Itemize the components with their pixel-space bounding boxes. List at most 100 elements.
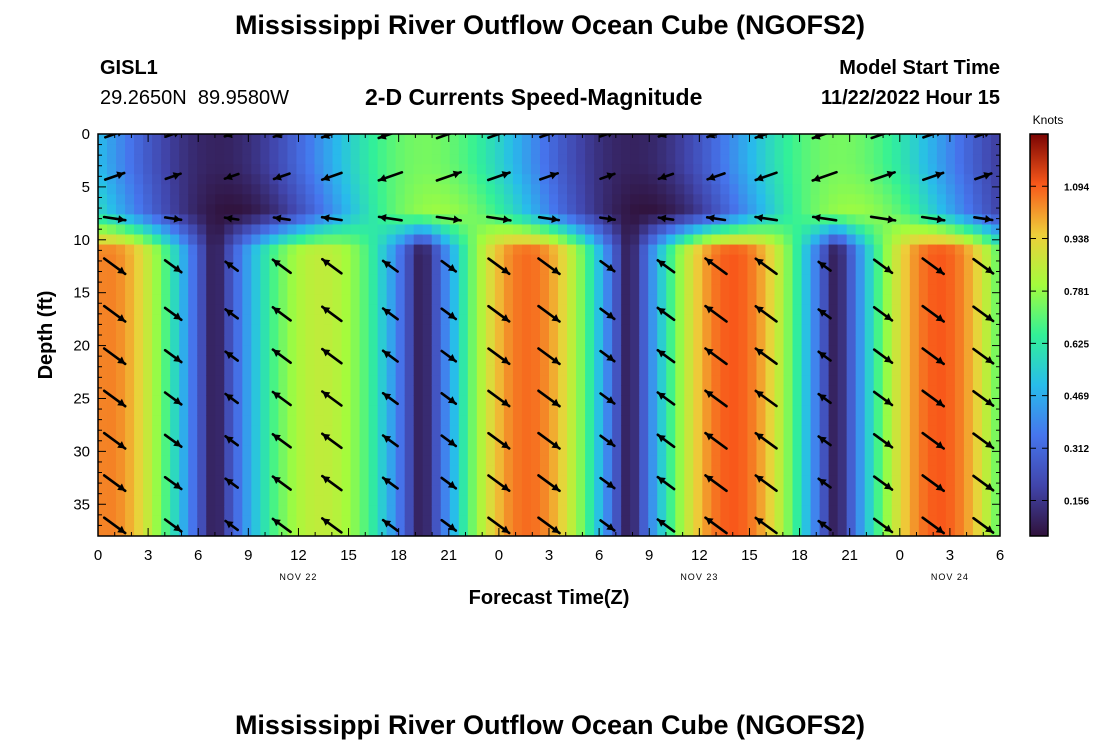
heat-cell: [224, 164, 234, 175]
heat-cell: [711, 184, 721, 195]
heat-cell: [711, 194, 721, 205]
vector-shaft: [922, 134, 938, 139]
heat-cell: [900, 244, 911, 256]
heat-cell: [963, 134, 974, 145]
heat-cell: [549, 455, 559, 467]
heat-cell: [341, 244, 352, 256]
heat-cell: [242, 515, 252, 527]
heat-cell: [711, 415, 721, 427]
heat-cell: [972, 435, 983, 447]
heat-cell: [152, 194, 162, 205]
current-vector: [224, 308, 239, 320]
heat-cell: [972, 465, 983, 477]
heat-cell: [395, 234, 406, 246]
heat-cell: [783, 425, 794, 437]
current-vector: [537, 215, 561, 224]
heat-cell: [693, 264, 703, 276]
chart-title: Mississippi River Outflow Ocean Cube (NG…: [234, 10, 866, 40]
heat-cell: [594, 465, 604, 477]
heat-cell: [576, 385, 586, 396]
current-vector: [224, 434, 239, 447]
heat-cell: [585, 194, 595, 205]
heat-cell: [170, 234, 180, 246]
heat-cell: [197, 415, 207, 427]
heat-cell: [152, 304, 162, 316]
heat-cell: [539, 214, 550, 226]
heat-cell: [233, 365, 243, 376]
heat-cell: [558, 435, 568, 447]
heat-cell: [756, 375, 767, 386]
heat-cell: [621, 525, 631, 536]
heat-cell: [305, 435, 316, 447]
heat-cell: [206, 184, 216, 195]
heat-cell: [512, 465, 523, 477]
heat-cell: [882, 134, 893, 145]
heat-cell: [693, 164, 703, 175]
heat-cell: [512, 224, 523, 236]
heat-cell: [197, 254, 207, 266]
heat-cell: [107, 274, 117, 286]
heat-cell: [621, 485, 631, 497]
heat-cell: [891, 375, 902, 386]
heat-cell: [792, 455, 803, 467]
heat-cell: [720, 244, 730, 256]
heat-cell: [585, 184, 595, 195]
heat-cell: [125, 395, 135, 406]
heat-cell: [990, 375, 1000, 386]
heat-cell: [576, 495, 586, 507]
heat-cell: [603, 515, 613, 527]
heat-cell: [810, 505, 821, 517]
heat-cell: [161, 505, 171, 517]
vector-head: [985, 266, 994, 274]
heat-cell: [558, 425, 568, 437]
heat-cell: [332, 304, 343, 316]
heat-cell: [963, 375, 974, 386]
vector-head: [935, 441, 944, 449]
heat-cell: [936, 435, 947, 447]
heat-cell: [936, 254, 947, 266]
heat-cell: [512, 194, 523, 205]
heat-cell: [134, 375, 144, 386]
heat-cell: [846, 495, 857, 507]
heat-cell: [260, 425, 270, 437]
heat-cell: [963, 505, 974, 517]
heat-cell: [197, 244, 207, 256]
heat-cell: [134, 365, 144, 376]
heat-cell: [377, 294, 388, 306]
heat-cell: [539, 234, 550, 246]
heat-cell: [323, 314, 334, 326]
heat-cell: [594, 224, 604, 236]
heat-cell: [233, 515, 243, 527]
heat-cell: [377, 304, 388, 316]
heat-cell: [891, 355, 902, 366]
heat-cell: [314, 214, 325, 226]
heat-cell: [467, 214, 478, 226]
heat-cell: [98, 385, 108, 396]
heat-cell: [530, 314, 541, 326]
heat-cell: [666, 324, 676, 336]
heat-cell: [918, 264, 929, 276]
heat-cell: [116, 304, 126, 316]
heat-cell: [909, 144, 920, 155]
heat-cell: [720, 345, 730, 356]
heat-cell: [774, 445, 785, 457]
heat-cell: [738, 475, 749, 487]
heat-cell: [927, 335, 938, 346]
heat-cell: [341, 445, 352, 457]
heat-cell: [918, 214, 929, 226]
heat-cell: [738, 154, 749, 165]
heat-cell: [215, 485, 225, 497]
heat-cell: [242, 405, 252, 416]
current-vector: [223, 134, 236, 138]
vector-head: [551, 441, 560, 449]
heat-cell: [278, 445, 289, 457]
heat-cell: [747, 435, 758, 447]
current-vector: [163, 258, 183, 274]
heat-cell: [639, 415, 649, 427]
heat-cell: [143, 304, 153, 316]
heat-cell: [765, 304, 776, 316]
heat-cell: [512, 264, 523, 276]
heat-cell: [395, 395, 406, 406]
heat-cell: [431, 505, 442, 517]
heat-cell: [666, 164, 676, 175]
